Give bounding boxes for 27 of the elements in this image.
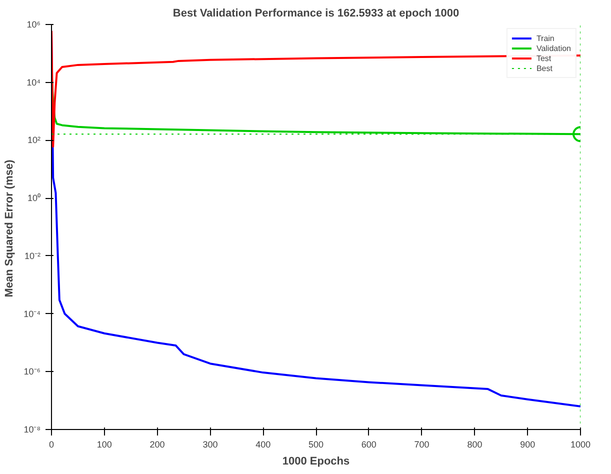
legend-label: Validation: [536, 43, 571, 53]
x-tick-label: 400: [256, 440, 271, 450]
x-tick-label: 500: [308, 440, 324, 450]
legend-label: Best: [536, 63, 554, 73]
y-tick-label: 10⁰: [27, 193, 41, 204]
y-tick-label: 10²: [27, 135, 41, 146]
y-tick-label: 10⁶: [26, 20, 41, 30]
x-tick-label: 200: [150, 440, 165, 450]
x-tick-label: 900: [520, 440, 536, 450]
x-tick-label: 300: [202, 440, 218, 450]
x-tick-label: 700: [414, 440, 430, 450]
legend-label: Test: [536, 53, 552, 63]
y-axis-title: Mean Squared Error (mse): [4, 159, 16, 298]
x-tick-label: 600: [361, 440, 376, 450]
x-tick-label: 100: [96, 440, 112, 450]
chart-title: Best Validation Performance is 162.5933 at epoch 1000: [172, 8, 460, 20]
x-tick-label: 800: [467, 440, 482, 450]
x-axis-title: 1000 Epochs: [282, 456, 350, 468]
y-tick-label: 10⁴: [26, 77, 41, 88]
x-tick-label: 1000: [570, 440, 591, 450]
legend-label: Train: [536, 33, 556, 43]
y-tick-label: 10⁻⁶: [24, 366, 41, 377]
y-tick-label: 10⁻⁴: [24, 308, 41, 319]
line-series: [52, 30, 580, 148]
x-tick-label: 0: [48, 440, 54, 450]
y-tick-label: 10⁻²: [24, 250, 41, 261]
y-tick-label: 10⁻⁸: [24, 424, 41, 434]
